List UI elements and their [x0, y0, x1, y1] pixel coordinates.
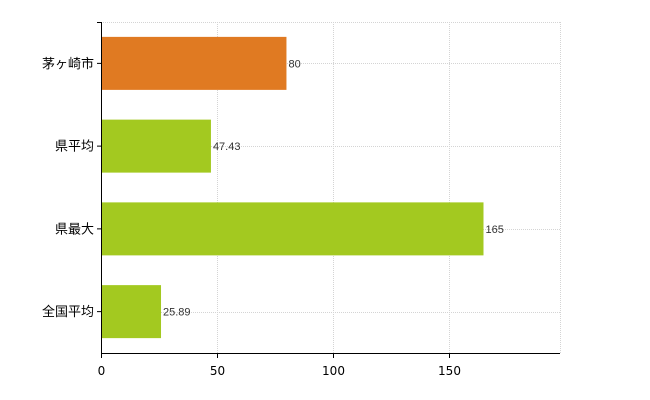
category-label: 県最大	[55, 222, 94, 237]
bar	[101, 202, 484, 256]
data-label: 80	[288, 58, 300, 70]
data-label: 165	[486, 224, 504, 236]
x-tick-label: 150	[438, 364, 461, 378]
bar	[101, 119, 211, 173]
bar	[101, 285, 162, 339]
category-label: 全国平均	[42, 304, 94, 320]
bar	[101, 36, 287, 90]
x-tick-label: 0	[98, 364, 106, 378]
x-tick-label: 50	[210, 364, 225, 378]
data-label: 25.89	[163, 307, 191, 319]
category-label: 県平均	[55, 140, 94, 155]
category-label: 茅ヶ崎市	[42, 56, 94, 72]
x-tick-label: 100	[322, 364, 345, 378]
data-label: 47.43	[213, 141, 241, 153]
